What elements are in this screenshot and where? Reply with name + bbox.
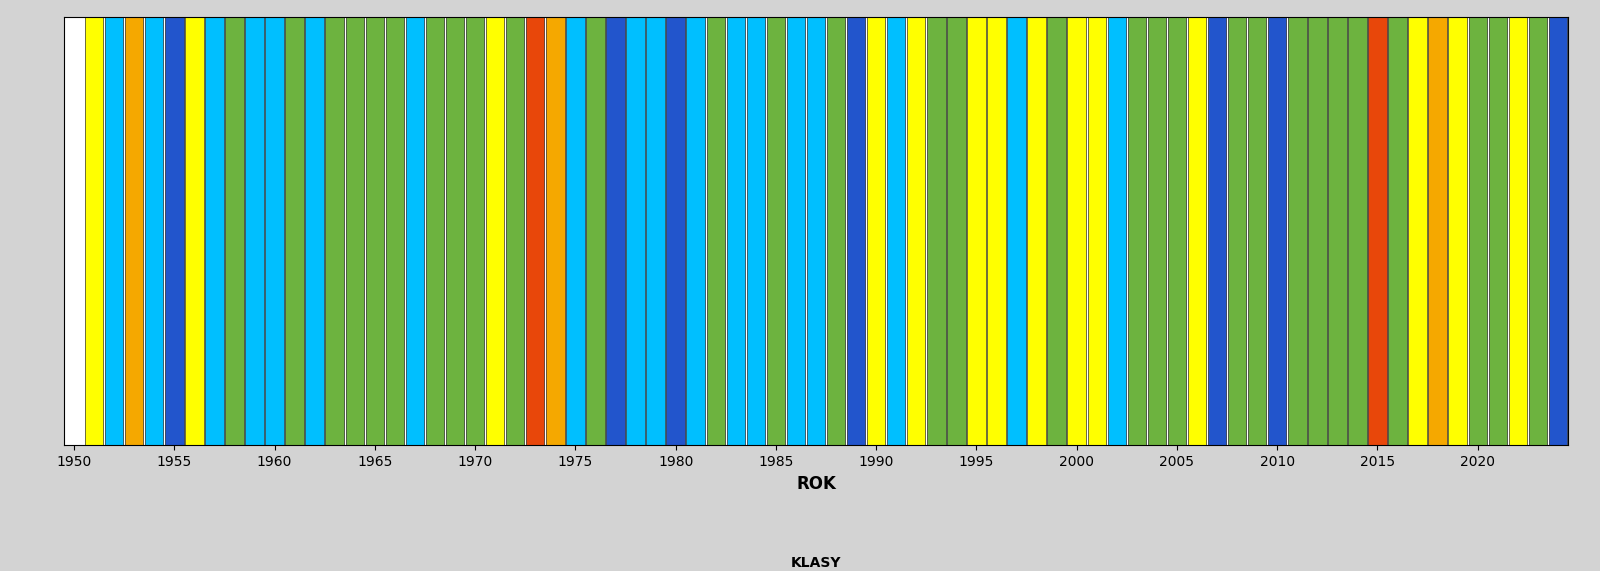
Bar — [526, 17, 544, 445]
Bar — [366, 17, 384, 445]
Bar — [566, 17, 584, 445]
Bar — [926, 17, 946, 445]
Bar — [1107, 17, 1126, 445]
Bar — [787, 17, 805, 445]
Bar — [1208, 17, 1226, 445]
Bar — [146, 17, 163, 445]
Bar — [1187, 17, 1206, 445]
Bar — [1067, 17, 1086, 445]
Bar — [1048, 17, 1066, 445]
Bar — [646, 17, 664, 445]
Bar — [1528, 17, 1547, 445]
Bar — [907, 17, 925, 445]
Bar — [1389, 17, 1406, 445]
Bar — [306, 17, 323, 445]
Bar — [165, 17, 184, 445]
Bar — [285, 17, 304, 445]
Bar — [205, 17, 224, 445]
Bar — [867, 17, 885, 445]
Bar — [707, 17, 725, 445]
X-axis label: ROK: ROK — [797, 475, 835, 493]
Bar — [446, 17, 464, 445]
Bar — [125, 17, 144, 445]
Legend: skrajnie sucho, bardzo sucho, sucho, norma, wilgotno, bardzo wilgotno, skrajnie : skrajnie sucho, bardzo sucho, sucho, nor… — [381, 549, 1251, 571]
Bar — [686, 17, 706, 445]
Bar — [747, 17, 765, 445]
Bar — [886, 17, 906, 445]
Bar — [1288, 17, 1307, 445]
Bar — [486, 17, 504, 445]
Bar — [1027, 17, 1046, 445]
Bar — [1147, 17, 1166, 445]
Bar — [586, 17, 605, 445]
Bar — [325, 17, 344, 445]
Bar — [106, 17, 123, 445]
Bar — [1168, 17, 1186, 445]
Bar — [266, 17, 283, 445]
Bar — [245, 17, 264, 445]
Bar — [1549, 17, 1566, 445]
Bar — [346, 17, 363, 445]
Bar — [406, 17, 424, 445]
Bar — [546, 17, 565, 445]
Bar — [766, 17, 786, 445]
Bar — [1488, 17, 1507, 445]
Bar — [827, 17, 845, 445]
Bar — [226, 17, 243, 445]
Bar — [1448, 17, 1467, 445]
Bar — [1349, 17, 1366, 445]
Bar — [1088, 17, 1106, 445]
Bar — [1469, 17, 1486, 445]
Bar — [186, 17, 203, 445]
Bar — [386, 17, 405, 445]
Bar — [1328, 17, 1347, 445]
Bar — [626, 17, 645, 445]
Bar — [1008, 17, 1026, 445]
Bar — [466, 17, 485, 445]
Bar — [1368, 17, 1387, 445]
Bar — [1128, 17, 1146, 445]
Bar — [726, 17, 746, 445]
Bar — [987, 17, 1006, 445]
Bar — [1408, 17, 1427, 445]
Bar — [846, 17, 866, 445]
Bar — [968, 17, 986, 445]
Bar — [1269, 17, 1286, 445]
Bar — [606, 17, 624, 445]
Bar — [1429, 17, 1446, 445]
Bar — [806, 17, 826, 445]
Bar — [85, 17, 104, 445]
Bar — [667, 17, 685, 445]
Bar — [426, 17, 445, 445]
Bar — [947, 17, 965, 445]
Bar — [1248, 17, 1266, 445]
Bar — [1509, 17, 1526, 445]
Bar — [1227, 17, 1246, 445]
Bar — [1309, 17, 1326, 445]
Bar — [506, 17, 525, 445]
